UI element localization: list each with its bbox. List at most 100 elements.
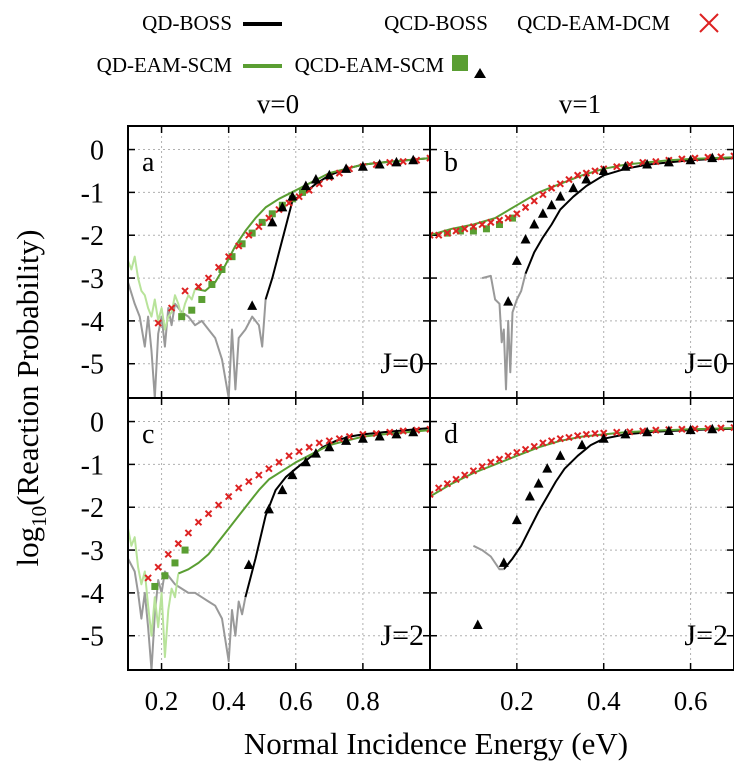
point-qcd_boss: [529, 219, 540, 229]
point-qcd_eam_dcm: [335, 434, 344, 443]
series-line-qd_boss_lowenergy: [128, 282, 267, 398]
point-qcd_boss: [391, 428, 402, 439]
point-qcd_boss: [568, 182, 579, 193]
point-qcd_eam_scm: [469, 227, 477, 235]
point-qcd_eam_dcm: [443, 229, 452, 237]
point-qcd_boss: [577, 439, 587, 450]
point-qcd_eam_dcm: [325, 437, 334, 445]
point-qcd_eam_dcm: [214, 263, 223, 272]
point-qcd_boss: [555, 450, 566, 460]
point-qcd_boss: [300, 180, 311, 190]
point-qcd_eam_dcm: [194, 282, 203, 291]
point-qcd_eam_dcm: [521, 445, 530, 454]
point-qcd_eam_scm: [178, 313, 186, 321]
point-qcd_eam_dcm: [730, 423, 734, 432]
point-qcd_eam_scm: [298, 188, 306, 196]
point-qcd_eam_dcm: [495, 455, 504, 463]
y-tick-label: 0: [90, 136, 104, 167]
point-qcd_eam_dcm: [717, 424, 725, 432]
point-qcd_eam_dcm: [194, 518, 203, 526]
point-qcd_boss: [267, 216, 278, 227]
point-qcd_eam_dcm: [386, 158, 394, 167]
point-qcd_eam_scm: [198, 295, 206, 303]
series-line-qd_boss_lowenergy: [472, 544, 504, 571]
point-qcd_boss: [620, 428, 631, 439]
point-qcd_eam_dcm: [513, 210, 521, 218]
point-qcd_eam_dcm: [214, 501, 223, 509]
point-qcd_eam_scm: [268, 210, 276, 218]
point-qcd_eam_dcm: [434, 231, 443, 239]
point-qcd_boss: [310, 174, 321, 184]
point-qcd_eam_dcm: [255, 471, 263, 479]
y-tick-label: -3: [81, 536, 104, 567]
point-qcd_boss: [707, 423, 718, 434]
point-qcd_eam_dcm: [469, 467, 478, 475]
point-qcd_eam_scm: [151, 582, 159, 590]
legend-swatch-qcd-boss: [474, 68, 486, 78]
point-qcd_boss: [620, 161, 631, 171]
panel-letter: d: [444, 419, 458, 450]
point-qcd_boss: [247, 300, 258, 310]
x-tick-label: 0.6: [279, 686, 313, 716]
point-qcd_eam_dcm: [181, 287, 189, 295]
series-line-qd_boss_lowenergy: [128, 558, 247, 670]
point-qcd_eam_dcm: [495, 216, 504, 224]
point-qcd_eam_dcm: [613, 162, 621, 171]
y-tick-label: 0: [90, 408, 104, 439]
point-qcd_boss: [263, 503, 274, 514]
point-qcd_boss: [642, 426, 653, 437]
point-qcd_eam_dcm: [295, 447, 303, 456]
y-tick-label: -3: [81, 264, 104, 295]
y-tick-label: -5: [81, 622, 104, 653]
legend-swatch-qcd-eam-dcm: [699, 13, 719, 33]
x-tick-label: 0.2: [145, 686, 179, 716]
y-tick-label: -1: [81, 450, 104, 481]
point-qcd_eam_dcm: [600, 429, 608, 437]
panels: 0 -1 -2 -3 -4 -5 a J=0 b J=0 0.2 0.4 0.6 0.8 0 -1 -2 -3 -4…: [81, 125, 734, 716]
point-qcd_eam_dcm: [547, 437, 556, 445]
x-tick-label: 0.6: [674, 686, 708, 716]
point-qcd_eam_dcm: [547, 184, 556, 192]
column-title-v1: v=1: [559, 89, 601, 119]
point-qcd_boss: [520, 234, 531, 244]
point-qcd_eam_dcm: [652, 157, 660, 166]
y-tick-label: -4: [81, 307, 104, 338]
series-line-qd_boss: [524, 157, 734, 275]
point-qcd_boss: [685, 154, 696, 165]
panel-j-label: J=0: [380, 347, 424, 380]
point-qcd_eam_dcm: [573, 171, 582, 179]
panel-a: 0 -1 -2 -3 -4 -5 a J=0: [81, 125, 431, 399]
x-axis-label: Normal Incidence Energy (eV): [244, 726, 628, 761]
point-qcd_eam_dcm: [399, 157, 407, 166]
point-qcd_eam_dcm: [573, 431, 582, 440]
point-qcd_eam_dcm: [530, 197, 538, 205]
point-qcd_boss: [287, 469, 298, 480]
point-qcd_eam_dcm: [164, 550, 172, 559]
point-qcd_eam_scm: [258, 218, 266, 226]
y-tick-label: -5: [81, 350, 104, 381]
point-qcd_boss: [555, 191, 566, 201]
y-tick-label: -2: [81, 493, 104, 524]
point-qcd_eam_dcm: [504, 214, 512, 222]
point-qcd_boss: [324, 169, 335, 180]
plot-area-d: [430, 423, 734, 630]
plot-area-a: [128, 154, 430, 398]
panel-b: b J=0: [429, 125, 734, 399]
point-qcd_eam_dcm: [399, 427, 407, 435]
point-qcd_eam_scm: [495, 221, 503, 229]
point-qcd_eam_dcm: [487, 218, 495, 227]
point-qcd_boss: [546, 199, 557, 210]
point-qcd_eam_dcm: [504, 452, 512, 460]
point-qcd_eam_dcm: [144, 574, 152, 582]
point-qcd_eam_dcm: [184, 529, 193, 537]
point-qcd_boss: [374, 159, 385, 169]
x-tick-label: 0.8: [346, 686, 380, 716]
point-qcd_eam_dcm: [461, 471, 469, 479]
panel-letter: a: [142, 147, 155, 178]
y-tick-label: -2: [81, 221, 104, 252]
point-qcd_eam_scm: [181, 546, 189, 554]
point-qcd_eam_dcm: [235, 484, 243, 492]
point-qcd_eam_dcm: [582, 430, 591, 439]
panel-frame: [429, 397, 734, 671]
point-qcd_boss: [537, 208, 548, 218]
